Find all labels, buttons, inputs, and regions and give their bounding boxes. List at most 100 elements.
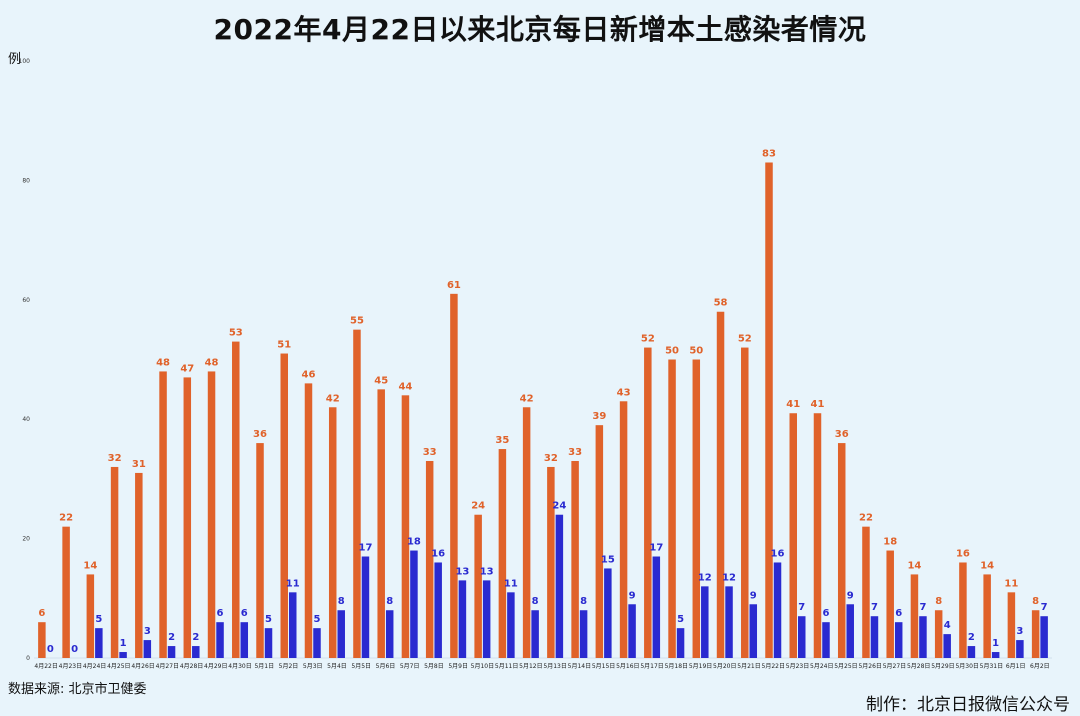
bar-series1 [813,413,822,658]
x-tick-label: 5月27日 [883,663,906,670]
data-label-series1: 36 [253,429,267,440]
bar-series1 [619,401,628,658]
data-label-series1: 47 [180,363,194,374]
bar-series2 [991,652,1000,658]
data-label-series2: 15 [601,554,615,565]
bar-series1 [644,347,652,658]
data-label-series1: 48 [205,357,219,368]
y-tick-label: 0 [26,655,30,662]
x-tick-label: 5月15日 [592,663,615,670]
x-tick-label: 5月6日 [376,663,396,670]
data-label-series1: 33 [423,447,437,458]
bar-series2 [604,568,612,658]
data-label-series1: 44 [398,381,412,392]
bar-series2 [943,634,951,658]
bar-series1 [304,383,313,658]
x-tick-label: 5月12日 [519,663,542,670]
bar-series2 [870,616,879,658]
data-label-series2: 3 [1016,626,1023,637]
data-label-series1: 52 [738,334,752,345]
data-label-series1: 50 [689,346,703,357]
data-label-series1: 22 [59,513,73,524]
data-label-series1: 46 [302,369,316,380]
data-label-series2: 13 [455,566,469,577]
bar-series2 [919,616,927,658]
bar-series2 [143,640,152,658]
bar-series2 [798,616,806,658]
bar-series1 [571,460,579,658]
bar-series2 [1040,616,1048,658]
bar-series1 [498,449,507,658]
data-label-series2: 5 [677,614,684,625]
data-label-series2: 0 [71,644,78,655]
x-tick-label: 5月26日 [858,663,881,670]
data-label-series2: 2 [168,632,175,643]
x-tick-label: 5月11日 [495,663,518,670]
data-label-series1: 41 [811,399,825,410]
data-label-series1: 11 [1004,578,1018,589]
x-tick-label: 5月22日 [762,663,785,670]
x-tick-label: 6月1日 [1006,663,1026,670]
data-label-series2: 7 [919,602,926,613]
bar-series2 [385,610,394,658]
bar-series2 [119,652,127,658]
x-tick-label: 4月24日 [83,663,106,670]
data-label-series1: 8 [935,596,942,607]
x-tick-label: 4月29日 [204,663,227,670]
data-label-series1: 39 [592,411,606,422]
data-label-series1: 61 [447,280,461,291]
data-label-series2: 24 [552,501,566,512]
x-tick-label: 5月21日 [737,663,760,670]
data-label-series2: 6 [217,608,224,619]
credit-note: 制作：北京日报微信公众号 [866,695,1070,715]
bar-series1 [886,550,894,658]
data-label-series1: 16 [956,548,970,559]
bar-series2 [434,562,442,658]
x-tick-label: 5月8日 [424,663,444,670]
x-tick-label: 5月28日 [907,663,930,670]
bar-series1 [256,443,264,658]
bar-series2 [264,628,273,658]
data-label-series1: 36 [835,429,849,440]
data-label-series1: 43 [617,387,631,398]
data-label-series2: 7 [871,602,878,613]
x-tick-label: 5月25日 [834,663,857,670]
x-tick-label: 5月1日 [254,663,274,670]
data-label-series2: 2 [192,632,199,643]
data-label-series1: 14 [980,560,994,571]
x-tick-label: 5月16日 [616,663,639,670]
bar-series1 [86,574,95,658]
x-tick-label: 5月10日 [471,663,494,670]
bar-series2 [822,622,830,658]
x-tick-label: 5月4日 [327,663,347,670]
data-label-series1: 24 [471,501,485,512]
bar-series1 [934,610,943,658]
bar-series1 [183,377,192,658]
y-tick-label: 80 [22,177,30,184]
data-label-series1: 41 [786,399,800,410]
x-tick-label: 5月31日 [980,663,1003,670]
data-label-series1: 8 [1032,596,1039,607]
y-tick-label: 100 [19,58,31,65]
bar-series2 [701,586,709,658]
data-label-series2: 8 [532,596,539,607]
bar-series2 [628,604,636,658]
data-label-series1: 83 [762,148,776,159]
x-tick-label: 5月17日 [640,663,663,670]
x-tick-label: 5月7日 [400,663,420,670]
data-source-note: 数据来源: 北京市卫健委 [8,682,147,697]
bar-series2 [676,628,685,658]
bar-series2 [240,622,249,658]
bar-series1 [110,466,119,658]
data-label-series2: 5 [265,614,272,625]
bar-series1 [1007,592,1016,658]
bar-series2 [967,646,976,658]
data-label-series1: 22 [859,513,873,524]
bar-series2 [167,646,176,658]
bar-series2 [507,592,515,658]
bar-series1 [789,413,797,658]
bar-series2 [313,628,321,658]
bar-series2 [773,562,782,658]
data-label-series1: 18 [883,537,897,548]
data-label-series1: 14 [907,560,921,571]
